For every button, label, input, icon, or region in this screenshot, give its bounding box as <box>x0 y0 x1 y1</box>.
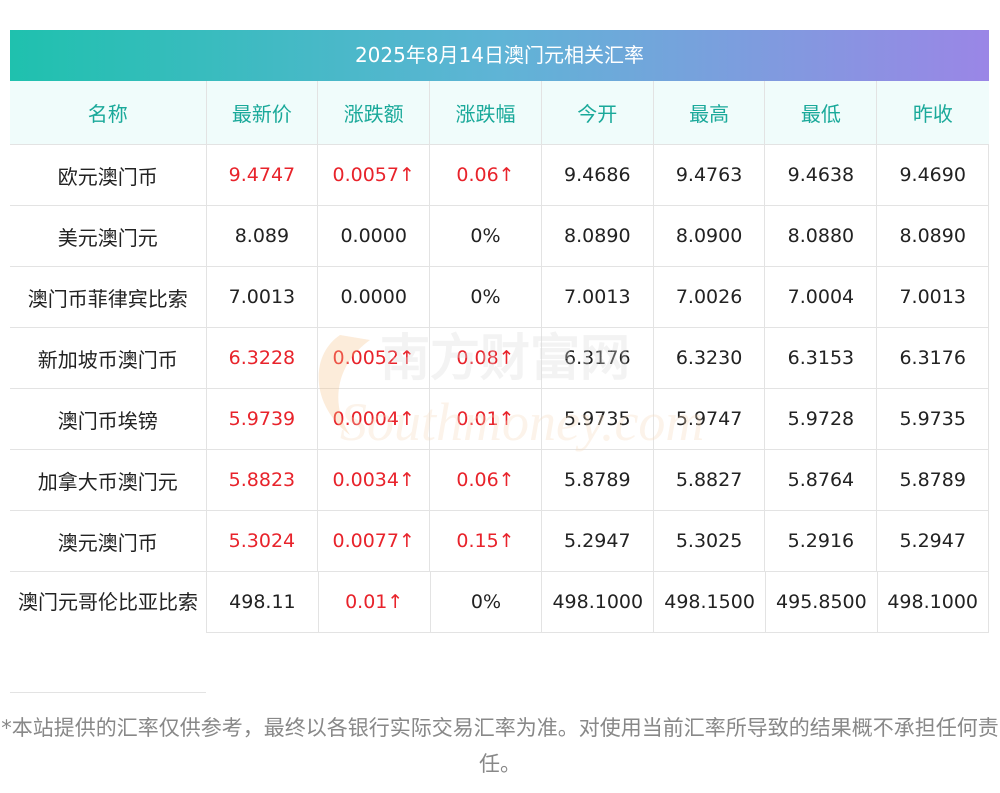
cell-latest: 5.9739 <box>205 388 318 450</box>
cell-prev: 9.4690 <box>876 144 990 206</box>
cell-low: 5.9728 <box>764 388 877 450</box>
cell-pct: 0.06↑ <box>429 144 542 206</box>
table-row: 澳门元哥伦比亚比索 498.11 0.01↑ 0% 498.1000 498.1500 49… <box>10 571 989 693</box>
cell-name: 澳门币埃镑 <box>10 388 206 450</box>
cell-prev: 5.2947 <box>876 510 990 572</box>
cell-low: 8.0880 <box>764 205 877 267</box>
cell-prev-value: 498.1000 <box>876 572 989 633</box>
cell-name: 澳门币菲律宾比索 <box>10 266 206 328</box>
cell-name: 欧元澳门币 <box>10 144 206 206</box>
cell-prev: 6.3176 <box>876 327 990 389</box>
cell-pct: 0.06↑ <box>429 449 542 511</box>
cell-change: 0.0077↑ <box>317 510 430 572</box>
table-row: 澳门币菲律宾比索 7.0013 0.0000 0% 7.0013 7.0026 7.0004… <box>10 266 990 328</box>
table-row: 加拿大币澳门元 5.8823 0.0034↑ 0.06↑ 5.8789 5.8827 5.8… <box>10 449 990 511</box>
cell-high: 5.3025 <box>652 510 765 572</box>
cell-open: 6.3176 <box>540 327 654 389</box>
cell-latest: 7.0013 <box>205 266 318 328</box>
cell-open: 9.4686 <box>540 144 654 206</box>
cell-open: 498.1000 <box>541 572 654 693</box>
disclaimer-footnote: *本站提供的汇率仅供参考，最终以各银行实际交易汇率为准。对使用当前汇率所导致的结… <box>1 716 999 776</box>
cell-name: 澳门元哥伦比亚比索 <box>10 571 206 693</box>
cell-pct: 0.15↑ <box>429 510 542 572</box>
header-prev: 昨收 <box>876 81 989 145</box>
table-row: 澳元澳门币 5.3024 0.0077↑ 0.15↑ 5.2947 5.3025 5.291… <box>10 510 990 572</box>
header-pct: 涨跌幅 <box>429 81 542 145</box>
cell-latest: 8.089 <box>205 205 318 267</box>
cell-latest-value: 498.11 <box>206 572 318 633</box>
cell-pct: 0% <box>429 572 542 693</box>
header-high: 最高 <box>652 81 765 145</box>
cell-low: 5.2916 <box>764 510 877 572</box>
cell-pct: 0.01↑ <box>429 388 542 450</box>
cell-prev: 7.0013 <box>876 266 990 328</box>
cell-open: 7.0013 <box>540 266 654 328</box>
cell-pct: 0.08↑ <box>429 327 542 389</box>
cell-change: 0.0000 <box>317 205 430 267</box>
cell-low: 7.0004 <box>764 266 877 328</box>
cell-latest: 5.3024 <box>205 510 318 572</box>
cell-prev: 498.1000 <box>876 572 989 693</box>
cell-low: 9.4638 <box>764 144 877 206</box>
cell-latest: 498.11 <box>206 572 318 693</box>
cell-change-value: 0.01↑ <box>317 572 430 633</box>
cell-change: 0.0057↑ <box>317 144 430 206</box>
cell-name: 新加坡币澳门币 <box>10 327 206 389</box>
cell-latest: 5.8823 <box>205 449 318 511</box>
header-latest: 最新价 <box>205 81 318 145</box>
cell-high: 5.8827 <box>652 449 765 511</box>
cell-low-value: 495.8500 <box>764 572 877 633</box>
cell-change: 0.0052↑ <box>317 327 430 389</box>
table-title: 2025年8月14日澳门元相关汇率 <box>10 30 989 81</box>
cell-open: 5.2947 <box>540 510 654 572</box>
header-low: 最低 <box>764 81 877 145</box>
table-row: 美元澳门元 8.089 0.0000 0% 8.0890 8.0900 8.0880 8.08… <box>10 205 990 267</box>
cell-name: 澳元澳门币 <box>10 510 206 572</box>
cell-low: 495.8500 <box>764 572 877 693</box>
cell-high-value: 498.1500 <box>653 572 765 633</box>
cell-name: 美元澳门元 <box>10 205 206 267</box>
table-row: 新加坡币澳门币 6.3228 0.0052↑ 0.08↑ 6.3176 6.3230 6.3… <box>10 327 990 389</box>
header-change: 涨跌额 <box>317 81 430 145</box>
cell-high: 498.1500 <box>653 572 765 693</box>
cell-low: 5.8764 <box>764 449 877 511</box>
cell-prev: 5.9735 <box>876 388 990 450</box>
cell-prev: 8.0890 <box>876 205 990 267</box>
cell-pct-value: 0% <box>429 572 542 633</box>
cell-change: 0.0004↑ <box>317 388 430 450</box>
cell-pct: 0% <box>429 205 542 267</box>
cell-change: 0.0034↑ <box>317 449 430 511</box>
cell-high: 6.3230 <box>652 327 765 389</box>
cell-open: 5.9735 <box>540 388 654 450</box>
header-row: 名称 最新价 涨跌额 涨跌幅 今开 最高 最低 昨收 <box>10 81 989 145</box>
cell-open-value: 498.1000 <box>541 572 654 633</box>
cell-high: 5.9747 <box>652 388 765 450</box>
cell-prev: 5.8789 <box>876 449 990 511</box>
cell-change: 0.01↑ <box>317 572 430 693</box>
cell-name: 加拿大币澳门元 <box>10 449 206 511</box>
table-row: 欧元澳门币 9.4747 0.0057↑ 0.06↑ 9.4686 9.4763 9.463… <box>10 144 990 206</box>
header-open: 今开 <box>540 81 654 145</box>
cell-high: 8.0900 <box>652 205 765 267</box>
cell-change: 0.0000 <box>317 266 430 328</box>
rate-table: 名称 最新价 涨跌额 涨跌幅 今开 最高 最低 昨收 欧元澳门币 9.4747 0.… <box>10 81 990 693</box>
header-name: 名称 <box>10 81 206 145</box>
rate-table-container: 2025年8月14日澳门元相关汇率 名称 最新价 涨跌额 涨跌幅 今开 最高 最… <box>10 30 990 693</box>
cell-latest: 9.4747 <box>205 144 318 206</box>
cell-high: 7.0026 <box>652 266 765 328</box>
cell-latest: 6.3228 <box>205 327 318 389</box>
cell-pct: 0% <box>429 266 542 328</box>
cell-high: 9.4763 <box>652 144 765 206</box>
cell-open: 5.8789 <box>540 449 654 511</box>
table-row: 澳门币埃镑 5.9739 0.0004↑ 0.01↑ 5.9735 5.9747 5.972… <box>10 388 990 450</box>
cell-low: 6.3153 <box>764 327 877 389</box>
cell-open: 8.0890 <box>540 205 654 267</box>
